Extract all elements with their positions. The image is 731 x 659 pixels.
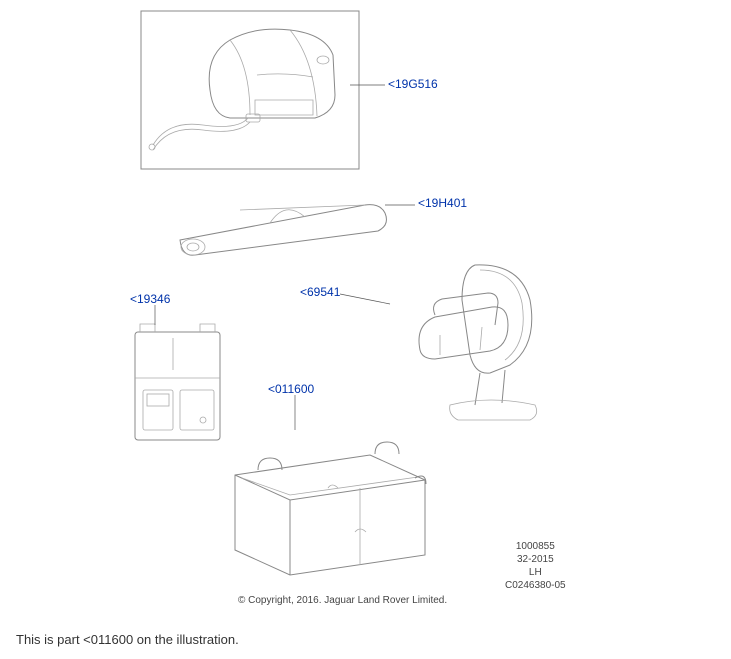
seat-organizer (125, 320, 235, 450)
label-19346: <19346 (130, 292, 170, 306)
rolled-bag (170, 195, 400, 265)
label-19h401: <19H401 (418, 196, 467, 210)
label-69541: <69541 (300, 285, 340, 299)
headrest-hanger (380, 255, 560, 425)
footer-caption: This is part <011600 on the illustration… (16, 632, 239, 647)
leader-19h401 (385, 200, 420, 210)
leader-69541 (340, 292, 395, 307)
label-011600: <011600 (268, 382, 314, 396)
meta-line4: C0246380-05 (505, 579, 566, 592)
meta-line3: LH (505, 566, 566, 579)
meta-line1: 1000855 (505, 540, 566, 553)
meta-line2: 32-2015 (505, 553, 566, 566)
parts-diagram: <19G516 <19H401 <69541 (0, 0, 731, 620)
leader-19g516 (350, 80, 390, 90)
label-19g516: <19G516 (388, 77, 438, 91)
storage-box (220, 420, 440, 580)
power-cable (148, 110, 268, 165)
copyright-text: © Copyright, 2016. Jaguar Land Rover Lim… (238, 595, 447, 606)
leader-19346 (150, 305, 160, 325)
leader-011600 (290, 395, 300, 430)
meta-block: 1000855 32-2015 LH C0246380-05 (505, 540, 566, 592)
